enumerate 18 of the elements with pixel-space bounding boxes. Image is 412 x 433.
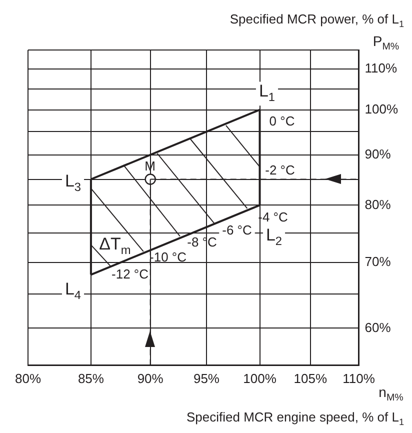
annotation: -6 °C — [222, 222, 252, 238]
y-tick-label: 100% — [364, 101, 398, 116]
annotation: -10 °C — [150, 250, 187, 265]
x-tick-label: 85% — [78, 370, 104, 386]
annotation: -12 °C — [112, 266, 149, 282]
x-tick-label: 100% — [243, 370, 277, 386]
x-tick-label: 90% — [137, 370, 164, 386]
x-tick-label: 80% — [14, 370, 42, 386]
x-tick-label: 95% — [193, 370, 220, 386]
y-tick-label: 110% — [364, 60, 398, 76]
y-tick-label: 90% — [364, 146, 392, 162]
annotation: -2 °C — [265, 162, 295, 178]
y-tick-label: 80% — [364, 196, 392, 212]
x-tick-label: 105% — [294, 370, 328, 386]
x-tick-label: 110% — [342, 370, 376, 386]
y-tick-label: 70% — [364, 254, 392, 269]
annotation: 0 °C — [269, 114, 295, 129]
y-tick-label: 60% — [364, 320, 392, 335]
